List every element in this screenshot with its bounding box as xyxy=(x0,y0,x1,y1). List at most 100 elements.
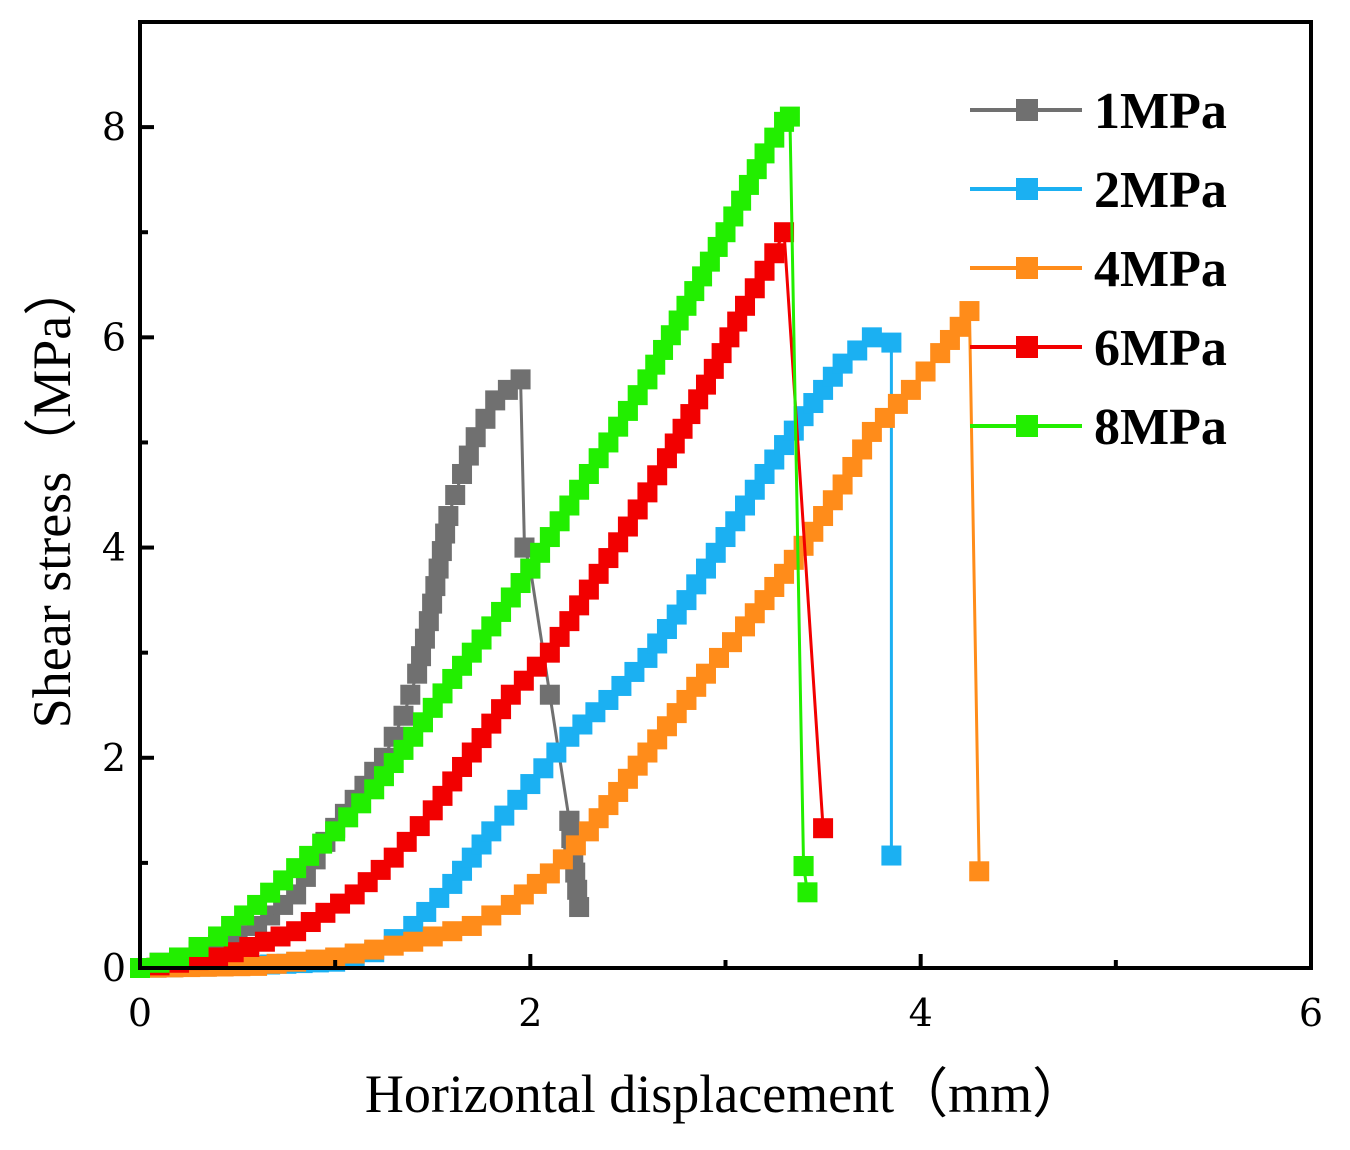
series-point-4MPa xyxy=(383,935,404,956)
series-point-2MPa xyxy=(533,758,554,779)
series-point-6MPa xyxy=(569,595,590,616)
y-axis-title: Shear stress（MPa） xyxy=(22,262,82,728)
series-point-8MPa xyxy=(793,856,814,877)
x-tick-label: 2 xyxy=(518,991,542,1035)
series-point-4MPa xyxy=(422,926,443,947)
series-point-2MPa xyxy=(494,805,515,826)
series-point-6MPa xyxy=(617,516,638,537)
series-point-8MPa xyxy=(731,190,752,211)
series-point-6MPa xyxy=(774,222,795,243)
series-point-2MPa xyxy=(861,327,882,348)
series-point-6MPa xyxy=(559,611,580,632)
series-point-1MPa xyxy=(465,427,486,448)
series-point-4MPa xyxy=(695,663,716,684)
y-tick-label: 8 xyxy=(102,105,126,149)
series-point-2MPa xyxy=(507,789,528,810)
series-point-8MPa xyxy=(588,448,609,469)
series-point-1MPa xyxy=(559,810,580,831)
series-point-4MPa xyxy=(949,316,970,337)
series-point-1MPa xyxy=(414,628,435,649)
series-point-2MPa xyxy=(676,590,697,611)
series-point-6MPa xyxy=(744,278,765,299)
series-point-6MPa xyxy=(703,358,724,379)
series-point-8MPa xyxy=(754,143,775,164)
series-point-6MPa xyxy=(608,532,629,553)
series-point-4MPa xyxy=(842,456,863,477)
series-point-2MPa xyxy=(715,527,736,548)
series-point-1MPa xyxy=(510,369,531,390)
legend-marker-2MPa xyxy=(1016,178,1038,200)
legend-marker-6MPa xyxy=(1016,336,1038,358)
series-point-4MPa xyxy=(722,632,743,653)
series-point-2MPa xyxy=(546,742,567,763)
series-point-2MPa xyxy=(695,558,716,579)
series-point-6MPa xyxy=(223,942,244,963)
series-point-1MPa xyxy=(567,879,588,900)
series-point-8MPa xyxy=(617,400,638,421)
series-point-4MPa xyxy=(959,301,980,322)
series-point-6MPa xyxy=(637,482,658,503)
series-point-8MPa xyxy=(723,206,744,227)
series-point-1MPa xyxy=(422,593,443,614)
series-point-6MPa xyxy=(735,295,756,316)
series-point-4MPa xyxy=(803,521,824,542)
y-tick-label: 2 xyxy=(102,736,126,780)
series-point-1MPa xyxy=(569,897,590,918)
x-tick-label: 0 xyxy=(128,991,152,1035)
series-point-6MPa xyxy=(598,548,619,569)
legend-label-2MPa: 2MPa xyxy=(1094,162,1227,219)
series-point-2MPa xyxy=(481,821,502,842)
legend-label-4MPa: 4MPa xyxy=(1094,241,1227,298)
series-point-6MPa xyxy=(764,243,785,264)
series-point-6MPa xyxy=(578,579,599,600)
series-point-4MPa xyxy=(852,439,873,460)
series-point-4MPa xyxy=(247,955,268,976)
series-point-6MPa xyxy=(270,926,291,947)
series-point-8MPa xyxy=(738,174,759,195)
series-point-4MPa xyxy=(969,861,990,882)
series-point-8MPa xyxy=(627,385,648,406)
series-point-4MPa xyxy=(344,943,365,964)
series-point-1MPa xyxy=(407,663,428,684)
y-tick-label: 4 xyxy=(102,526,126,570)
series-point-1MPa xyxy=(539,684,560,705)
series-point-4MPa xyxy=(481,905,502,926)
legend-label-8MPa: 8MPa xyxy=(1094,399,1227,456)
x-tick-label: 4 xyxy=(909,991,933,1035)
series-point-1MPa xyxy=(452,463,473,484)
series-point-6MPa xyxy=(647,465,668,486)
series-point-2MPa xyxy=(744,479,765,500)
legend-label-6MPa: 6MPa xyxy=(1094,320,1227,377)
series-point-2MPa xyxy=(686,574,707,595)
series-point-4MPa xyxy=(708,647,729,668)
series-point-1MPa xyxy=(445,485,466,505)
series-point-6MPa xyxy=(208,947,229,968)
series-point-6MPa xyxy=(588,563,609,584)
series-point-8MPa xyxy=(530,542,551,563)
x-tick-label: 6 xyxy=(1299,991,1323,1035)
series-point-4MPa xyxy=(364,939,385,960)
series-point-6MPa xyxy=(711,343,732,364)
series-point-1MPa xyxy=(435,523,456,544)
series-point-8MPa xyxy=(764,127,785,148)
series-point-6MPa xyxy=(239,936,260,957)
series-point-8MPa xyxy=(578,463,599,484)
series-point-8MPa xyxy=(559,495,580,516)
legend-marker-8MPa xyxy=(1016,415,1038,437)
series-point-4MPa xyxy=(915,361,936,382)
series-point-1MPa xyxy=(428,558,449,579)
series-point-4MPa xyxy=(266,953,287,974)
series-point-8MPa xyxy=(539,527,560,548)
legend-marker-1MPa xyxy=(1016,99,1038,121)
series-layer xyxy=(130,106,990,978)
axis-layer: 0 2 4 6 0 2 4 6 8 xyxy=(102,20,1323,1035)
series-point-2MPa xyxy=(705,542,726,563)
series-point-4MPa xyxy=(442,921,463,942)
series-point-8MPa xyxy=(569,479,590,500)
series-point-1MPa xyxy=(431,541,452,562)
series-point-4MPa xyxy=(403,931,424,952)
legend-marker-4MPa xyxy=(1016,257,1038,279)
series-point-8MPa xyxy=(715,222,736,243)
series-point-6MPa xyxy=(727,311,748,332)
